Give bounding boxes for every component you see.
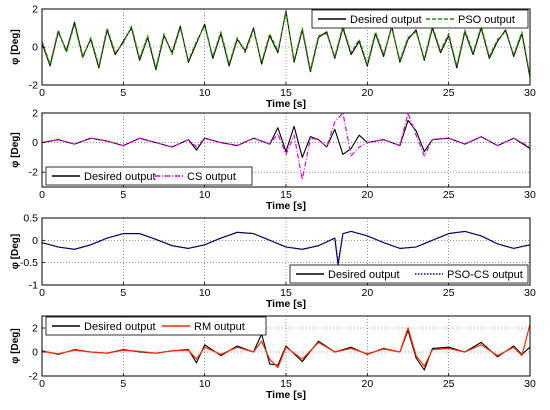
legend-box [45,316,267,336]
x-tick-label: 25 [443,378,455,390]
legend-label-1: Desired output [84,321,156,333]
x-tick-label: 20 [361,87,373,99]
x-tick-label: 30 [524,87,536,99]
y-tick-label: 2 [32,4,38,16]
y-tick-label: 0 [32,42,38,54]
x-tick-label: 15 [280,189,292,201]
y-tick-label: 0.5 [23,213,38,225]
legend-label-1: Desired output [328,269,400,281]
series-line-2 [41,12,531,76]
y-tick-label: -0.5 [20,257,38,269]
x-tick-label: 20 [361,287,373,299]
x-axis-label: Time [s] [266,389,306,401]
y-axis-label: φ [Deg] [10,132,21,167]
x-axis-label: Time [s] [266,298,306,310]
legend: Desired output CS output [45,166,253,186]
y-tick-label: 0 [32,137,38,149]
y-tick-label: -1 [29,280,38,292]
legend-label-1: Desired output [84,171,156,183]
x-tick-label: 15 [280,287,292,299]
series-line-2 [41,230,531,264]
x-tick-label: 30 [524,287,536,299]
legend-box [289,264,529,284]
x-tick-label: 0 [39,287,45,299]
y-tick-label: 2 [32,323,38,335]
x-tick-label: 20 [361,189,373,201]
x-tick-label: 5 [120,189,126,201]
series-line-1 [41,10,531,78]
x-tick-label: 15 [280,378,292,390]
x-tick-label: 10 [199,378,211,390]
x-tick-label: 5 [120,287,126,299]
y-axis-label: φ [Deg] [10,234,21,269]
x-tick-label: 25 [443,87,455,99]
y-tick-label: 2 [32,108,38,120]
x-tick-label: 30 [524,189,536,201]
legend: Desired output PSO output [311,9,529,29]
y-tick-label: 0 [32,235,38,247]
y-axis-label: φ [Deg] [10,328,21,363]
x-tick-label: 10 [199,87,211,99]
x-tick-label: 10 [199,287,211,299]
x-tick-label: 0 [39,378,45,390]
y-tick-label: -2 [29,80,38,92]
x-tick-label: 20 [361,378,373,390]
series-line-2 [41,324,531,369]
series-line-2 [41,112,531,181]
x-tick-label: 30 [524,378,536,390]
legend: Desired output RM output [45,316,267,336]
y-tick-label: -2 [29,167,38,179]
legend-label-2: CS output [187,171,236,183]
x-tick-label: 0 [39,189,45,201]
legend-box [45,166,253,186]
legend: Desired output PSO-CS output [289,264,529,284]
x-tick-label: 5 [120,378,126,390]
x-tick-label: 10 [199,189,211,201]
legend-label-1: Desired output [350,14,422,26]
chart-panel-3: 0 5 10 15 20 25 30 -1 -0.5 0 0.5 Time [s] φ [Deg] Des… [10,213,536,311]
legend-label-2: PSO-CS output [447,269,523,281]
x-tick-label: 25 [443,287,455,299]
x-tick-label: 15 [280,87,292,99]
y-tick-label: 0 [32,347,38,359]
legend-label-2: RM output [194,321,245,333]
x-tick-label: 5 [120,87,126,99]
x-tick-label: 0 [39,87,45,99]
x-tick-label: 25 [443,189,455,201]
x-axis-label: Time [s] [266,98,306,110]
y-axis-label: φ [Deg] [10,29,21,64]
x-axis-label: Time [s] [266,200,306,212]
y-tick-label: -2 [29,371,38,383]
legend-label-2: PSO output [458,14,515,26]
legend-box [311,9,529,29]
